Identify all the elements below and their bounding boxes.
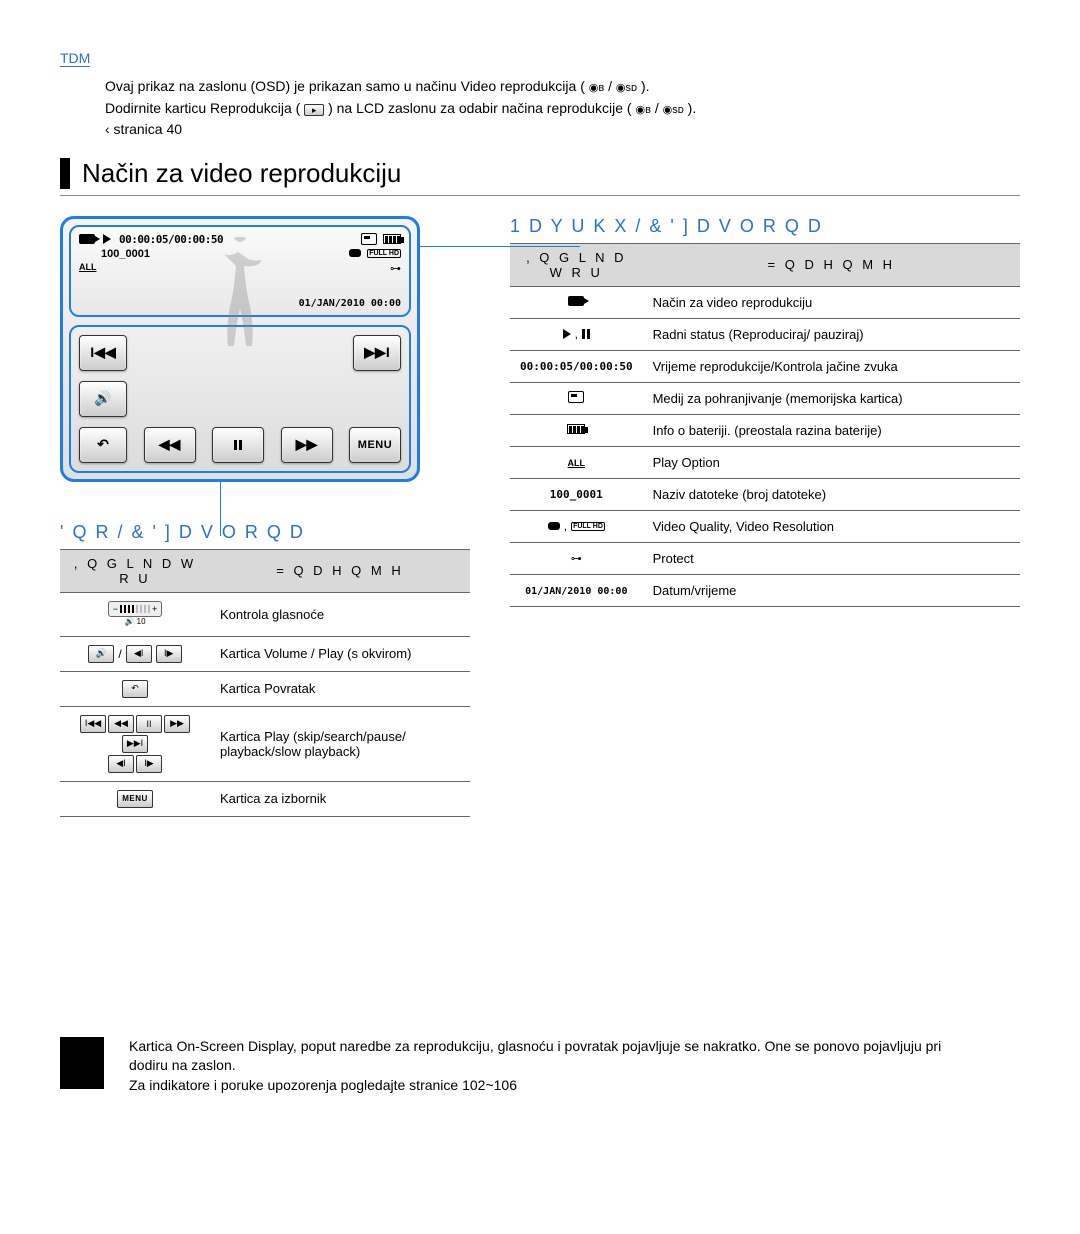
dancer-silhouette bbox=[200, 237, 280, 347]
th-indicator: , Q G L N D W R U bbox=[60, 549, 210, 592]
cell: Način za video reprodukciju bbox=[643, 286, 1020, 318]
volume-button[interactable]: 🔊 bbox=[79, 381, 127, 417]
battery-icon bbox=[383, 234, 401, 244]
table-row: , FULL HD Video Quality, Video Resolutio… bbox=[510, 510, 1020, 542]
th-meaning: = Q D H Q M H bbox=[643, 243, 1020, 286]
quality-icon bbox=[349, 249, 361, 257]
timecode-label: 00:00:05/00:00:50 bbox=[520, 360, 633, 373]
table-row: ALL Play Option bbox=[510, 446, 1020, 478]
card-icon bbox=[568, 391, 584, 403]
cell: Medij za pohranjivanje (memorijska karti… bbox=[643, 382, 1020, 414]
play-icon bbox=[103, 234, 111, 244]
lcd-wrap: 00:00:05/00:00:50 100_0001 ALL FULL bbox=[60, 216, 470, 482]
table-row: Način za video reprodukciju bbox=[510, 286, 1020, 318]
protect-icon: ⊶ bbox=[571, 553, 582, 565]
table-row: ↶ Kartica Povratak bbox=[60, 671, 470, 706]
text: ). bbox=[688, 100, 697, 116]
note-marker bbox=[60, 1037, 104, 1089]
text: / bbox=[655, 100, 663, 116]
rewind-button[interactable]: ◀◀ bbox=[144, 427, 196, 463]
play-pause-icons: , bbox=[563, 327, 590, 341]
table-row: 01/JAN/2010 00:00 Datum/vrijeme bbox=[510, 574, 1020, 606]
table-row: 🔊 / ◀II▶ Kartica Volume / Play (s okviro… bbox=[60, 636, 470, 671]
cell: Play Option bbox=[643, 446, 1020, 478]
back-icon: ↶ bbox=[122, 680, 148, 698]
forward-button[interactable]: ▶▶ bbox=[281, 427, 333, 463]
video-mode-icon bbox=[79, 234, 95, 244]
bottom-lcd-heading: ' Q R / & ' ] D V O R Q D bbox=[60, 522, 470, 543]
th-meaning: = Q D H Q M H bbox=[210, 549, 470, 592]
lcd-controls: I◀◀ ▶▶I 🔊 ↶ ◀◀ ▶▶ MENU bbox=[69, 325, 411, 473]
table-row: 00:00:05/00:00:50 Vrijeme reprodukcije/K… bbox=[510, 350, 1020, 382]
table-row: 100_0001 Naziv datoteke (broj datoteke) bbox=[510, 478, 1020, 510]
intro-line-2: Dodirnite karticu Reprodukcija ( ▸ ) na … bbox=[105, 99, 1020, 119]
cell: Naziv datoteke (broj datoteke) bbox=[643, 478, 1020, 510]
play-tab-icon: ▸ bbox=[304, 104, 324, 116]
mode-icon: ◉sᴅ bbox=[663, 104, 684, 116]
all-icon: ALL bbox=[79, 262, 97, 272]
protect-icon: ⊶ bbox=[390, 262, 401, 275]
table-row: MENU Kartica za izbornik bbox=[60, 781, 470, 816]
menu-button[interactable]: MENU bbox=[349, 427, 401, 463]
lcd-screen: 00:00:05/00:00:50 100_0001 ALL FULL bbox=[60, 216, 420, 482]
cell: Radni status (Reproduciraj/ pauziraj) bbox=[643, 318, 1020, 350]
intro-block: Ovaj prikaz na zaslonu (OSD) je prikazan… bbox=[105, 77, 1020, 140]
top-lcd-table: , Q G L N D W R U = Q D H Q M H Način za… bbox=[510, 243, 1020, 607]
video-mode-icon bbox=[568, 296, 584, 306]
footer-note: Kartica On-Screen Display, poput naredbe… bbox=[60, 1037, 1020, 1096]
mode-icon: ◉ʙ bbox=[589, 82, 604, 94]
divider bbox=[60, 195, 1020, 196]
top-lcd-heading: 1 D Y U K X / & ' ] D V O R Q D bbox=[510, 216, 1020, 237]
table-row: Medij za pohranjivanje (memorijska karti… bbox=[510, 382, 1020, 414]
filename-label: 100_0001 bbox=[550, 488, 603, 501]
cell: Info o bateriji. (preostala razina bater… bbox=[643, 414, 1020, 446]
all-icon: ALL bbox=[568, 458, 586, 468]
battery-icon bbox=[567, 424, 585, 434]
pause-button[interactable] bbox=[212, 427, 264, 463]
card-icon bbox=[361, 233, 377, 245]
hd-icon: FULL HD bbox=[367, 249, 401, 258]
text: Ovaj prikaz na zaslonu (OSD) je prikazan… bbox=[105, 78, 585, 94]
menu-icon: MENU bbox=[117, 790, 153, 808]
mode-icon: ◉ʙ bbox=[635, 104, 650, 116]
skip-next-button[interactable]: ▶▶I bbox=[353, 335, 401, 371]
vol-play-icons: 🔊 / ◀II▶ bbox=[88, 645, 181, 663]
cell: Kontrola glasnoće bbox=[210, 592, 470, 636]
mode-icon: ◉sᴅ bbox=[616, 82, 637, 94]
th-indicator: , Q G L N D W R U bbox=[510, 243, 643, 286]
intro-line-1: Ovaj prikaz na zaslonu (OSD) je prikazan… bbox=[105, 77, 1020, 97]
table-row: I◀◀◀◀II▶▶▶▶I ◀II▶ Kartica Play (skip/sea… bbox=[60, 706, 470, 781]
cell: Kartica Play (skip/search/pause/ playbac… bbox=[210, 706, 470, 781]
text: ) na LCD zaslonu za odabir načina reprod… bbox=[328, 100, 632, 116]
page-title: Način za video reprodukciju bbox=[60, 158, 1020, 189]
table-row: , Radni status (Reproduciraj/ pauziraj) bbox=[510, 318, 1020, 350]
cell: Protect bbox=[643, 542, 1020, 574]
quality-icons: , FULL HD bbox=[548, 519, 605, 533]
table-row: − + 🔊 10 Kontrola glasnoće bbox=[60, 592, 470, 636]
table-row: Info o bateriji. (preostala razina bater… bbox=[510, 414, 1020, 446]
transport-icons: I◀◀◀◀II▶▶▶▶I bbox=[70, 715, 200, 753]
lcd-osd-area: 00:00:05/00:00:50 100_0001 ALL FULL bbox=[69, 225, 411, 317]
text: ). bbox=[641, 78, 650, 94]
cell: Vrijeme reprodukcije/Kontrola jačine zvu… bbox=[643, 350, 1020, 382]
cell: Kartica Volume / Play (s okvirom) bbox=[210, 636, 470, 671]
table-row: ⊶ Protect bbox=[510, 542, 1020, 574]
tag-link: TDM bbox=[60, 50, 90, 67]
back-button[interactable]: ↶ bbox=[79, 427, 127, 463]
skip-prev-button[interactable]: I◀◀ bbox=[79, 335, 127, 371]
datetime: 01/JAN/2010 00:00 bbox=[299, 298, 401, 309]
cell: Kartica za izbornik bbox=[210, 781, 470, 816]
footer-line-1: Kartica On-Screen Display, poput naredbe… bbox=[129, 1037, 949, 1076]
text: / bbox=[608, 78, 616, 94]
footer-line-2: Za indikatore i poruke upozorenja pogled… bbox=[129, 1076, 949, 1096]
cell: Kartica Povratak bbox=[210, 671, 470, 706]
cell: Datum/vrijeme bbox=[643, 574, 1020, 606]
cell: Video Quality, Video Resolution bbox=[643, 510, 1020, 542]
bottom-lcd-table: , Q G L N D W R U = Q D H Q M H − + 🔊 10… bbox=[60, 549, 470, 817]
volume-bar-icon: − + bbox=[108, 601, 163, 617]
intro-line-3: ‹ stranica 40 bbox=[105, 120, 1020, 140]
text: Dodirnite karticu Reprodukcija ( bbox=[105, 100, 300, 116]
datetime-label: 01/JAN/2010 00:00 bbox=[525, 586, 627, 597]
